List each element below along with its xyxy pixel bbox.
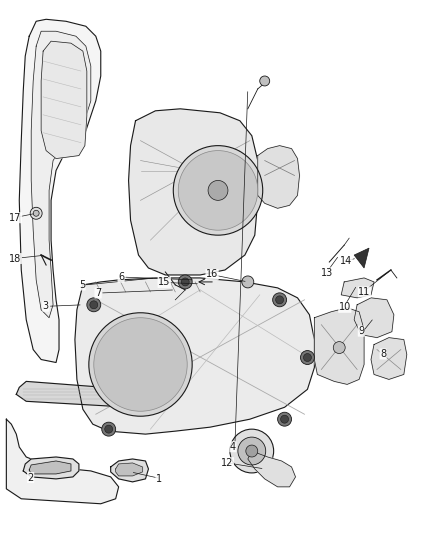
- Circle shape: [281, 415, 289, 423]
- Text: 14: 14: [340, 256, 352, 266]
- Polygon shape: [29, 461, 71, 474]
- Polygon shape: [75, 278, 314, 434]
- Polygon shape: [258, 146, 300, 208]
- Text: 15: 15: [158, 277, 170, 287]
- Text: 7: 7: [95, 288, 101, 298]
- Text: 8: 8: [380, 349, 386, 359]
- Text: 6: 6: [118, 272, 124, 282]
- Text: 4: 4: [230, 442, 236, 452]
- Circle shape: [304, 353, 311, 361]
- Polygon shape: [7, 419, 119, 504]
- Polygon shape: [31, 31, 91, 318]
- Text: 5: 5: [79, 280, 85, 290]
- Text: 2: 2: [28, 473, 34, 482]
- Polygon shape: [354, 248, 369, 268]
- Circle shape: [30, 207, 42, 219]
- Text: 13: 13: [321, 268, 333, 278]
- Circle shape: [33, 211, 39, 216]
- Circle shape: [242, 276, 254, 288]
- Circle shape: [90, 301, 98, 309]
- Circle shape: [273, 293, 286, 307]
- Polygon shape: [341, 278, 374, 298]
- Circle shape: [230, 429, 274, 473]
- Polygon shape: [19, 19, 101, 362]
- Text: 11: 11: [358, 287, 371, 297]
- Circle shape: [94, 318, 187, 411]
- Polygon shape: [129, 109, 258, 275]
- Circle shape: [89, 313, 192, 416]
- Circle shape: [181, 278, 189, 286]
- Text: 10: 10: [339, 302, 351, 312]
- Circle shape: [238, 437, 266, 465]
- Polygon shape: [248, 451, 296, 487]
- Circle shape: [276, 296, 283, 304]
- Text: 18: 18: [9, 254, 21, 263]
- Circle shape: [105, 425, 113, 433]
- Polygon shape: [116, 463, 142, 476]
- Text: 1: 1: [156, 474, 162, 483]
- Circle shape: [246, 445, 258, 457]
- Circle shape: [260, 76, 270, 86]
- Polygon shape: [23, 457, 79, 479]
- Circle shape: [173, 146, 263, 235]
- Polygon shape: [16, 382, 138, 407]
- Polygon shape: [41, 41, 87, 158]
- Text: 9: 9: [358, 326, 364, 336]
- Text: 16: 16: [206, 270, 218, 279]
- Circle shape: [208, 181, 228, 200]
- Circle shape: [102, 422, 116, 436]
- Circle shape: [278, 412, 292, 426]
- Polygon shape: [354, 298, 394, 337]
- Circle shape: [333, 342, 345, 353]
- Polygon shape: [314, 308, 364, 384]
- Text: 3: 3: [43, 301, 49, 311]
- Polygon shape: [371, 337, 407, 379]
- Circle shape: [178, 151, 258, 230]
- Polygon shape: [111, 459, 148, 482]
- Circle shape: [87, 298, 101, 312]
- Text: 17: 17: [9, 213, 21, 223]
- Text: 12: 12: [221, 458, 233, 467]
- Circle shape: [178, 275, 192, 289]
- Circle shape: [300, 351, 314, 365]
